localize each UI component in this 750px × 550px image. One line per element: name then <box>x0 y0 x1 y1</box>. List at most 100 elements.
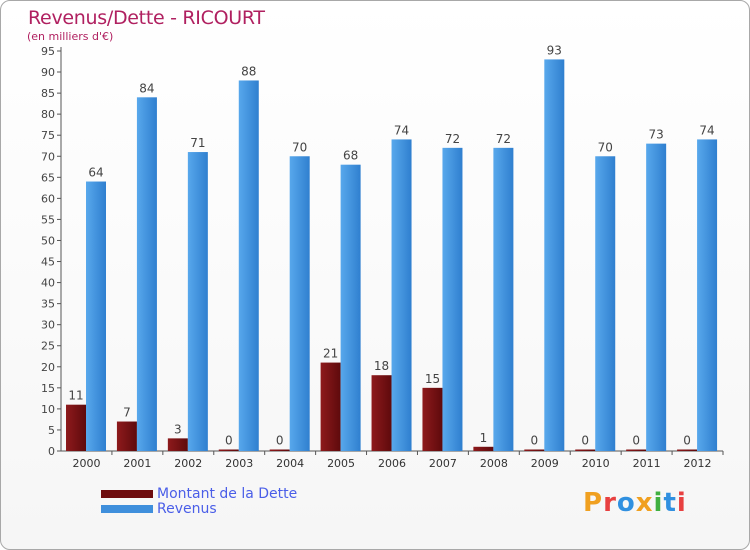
x-tick-label: 2005 <box>327 457 355 470</box>
x-tick-label: 2011 <box>633 457 661 470</box>
chart-title: Revenus/Dette - RICOURT <box>28 7 265 29</box>
x-tick-label: 2010 <box>582 457 610 470</box>
y-tick-label: 0 <box>48 445 55 458</box>
legend-label-revenus: Revenus <box>157 501 217 517</box>
debt-bar <box>66 404 86 451</box>
revenus-bar <box>646 143 667 451</box>
debt-bar <box>626 449 647 451</box>
revenus-bar <box>238 80 259 451</box>
logo-letter: x <box>635 488 654 518</box>
debt-bar <box>524 449 545 451</box>
data-label: 7 <box>123 406 131 420</box>
logo-letter: o <box>616 488 636 518</box>
logo-letter: i <box>653 488 664 518</box>
data-label: 0 <box>225 434 233 448</box>
y-tick-label: 60 <box>41 192 55 205</box>
revenus-bar <box>544 59 565 451</box>
y-tick-label: 80 <box>41 108 55 121</box>
logo-letter: i <box>676 488 687 518</box>
y-tick-label: 95 <box>41 45 55 58</box>
x-tick-label: 2007 <box>429 457 457 470</box>
data-label: 74 <box>699 123 714 137</box>
debt-bar <box>473 446 494 451</box>
data-label: 71 <box>190 136 205 150</box>
y-tick-label: 10 <box>41 403 55 416</box>
legend-swatch-revenus <box>101 505 153 513</box>
y-tick-label: 70 <box>41 150 55 163</box>
x-tick-label: 2000 <box>72 457 100 470</box>
revenus-bar <box>136 97 157 451</box>
y-tick-label: 25 <box>41 340 55 353</box>
y-tick-label: 5 <box>48 424 55 437</box>
revenus-bar <box>442 147 463 451</box>
data-label: 0 <box>581 434 589 448</box>
revenus-bar <box>86 181 106 452</box>
data-label: 18 <box>374 359 389 373</box>
data-label: 70 <box>598 140 613 154</box>
data-label: 0 <box>632 434 640 448</box>
data-label: 84 <box>139 81 154 95</box>
x-tick-label: 2006 <box>378 457 406 470</box>
x-tick-label: 2008 <box>480 457 508 470</box>
data-label: 68 <box>343 149 358 163</box>
debt-bar <box>575 449 596 451</box>
debt-bar <box>167 438 188 451</box>
debt-bar <box>422 387 443 451</box>
revenus-bar <box>289 156 310 451</box>
y-tick-label: 45 <box>41 256 55 269</box>
data-label: 0 <box>276 434 284 448</box>
y-tick-label: 75 <box>41 129 55 142</box>
y-tick-label: 85 <box>41 87 55 100</box>
data-label: 88 <box>241 64 256 78</box>
debt-bar <box>218 449 239 451</box>
y-tick-label: 40 <box>41 277 55 290</box>
chart-subtitle: (en milliers d'€) <box>27 30 114 43</box>
proxiti-logo: Proxiti <box>583 488 687 518</box>
debt-bar <box>116 421 137 451</box>
data-label: 72 <box>496 132 511 146</box>
logo-letter: r <box>603 488 617 518</box>
revenus-bar <box>697 139 718 451</box>
data-label: 0 <box>683 434 691 448</box>
x-tick-label: 2003 <box>225 457 253 470</box>
revenus-bar <box>595 156 616 451</box>
revenus-bar <box>187 152 208 452</box>
legend-swatch-debt <box>101 490 153 498</box>
x-tick-label: 2001 <box>123 457 151 470</box>
data-label: 93 <box>547 43 562 57</box>
data-label: 21 <box>323 347 338 361</box>
y-tick-label: 55 <box>41 213 55 226</box>
debt-bar <box>320 362 341 451</box>
debt-bar <box>269 449 290 451</box>
x-tick-label: 2002 <box>174 457 202 470</box>
data-label: 72 <box>445 132 460 146</box>
logo-letter: P <box>583 488 604 518</box>
data-label: 70 <box>292 140 307 154</box>
y-tick-label: 15 <box>41 382 55 395</box>
debt-bar <box>371 375 392 451</box>
revenus-bar <box>391 139 412 451</box>
data-label: 64 <box>88 166 103 180</box>
y-tick-label: 90 <box>41 66 55 79</box>
y-tick-label: 50 <box>41 234 55 247</box>
data-label: 0 <box>530 434 538 448</box>
data-label: 3 <box>174 422 182 436</box>
data-label: 11 <box>68 389 83 403</box>
debt-bar <box>677 449 698 451</box>
data-label: 15 <box>425 372 440 386</box>
revenus-bar <box>340 164 361 451</box>
y-tick-label: 65 <box>41 171 55 184</box>
y-tick-label: 30 <box>41 319 55 332</box>
data-label: 74 <box>394 123 409 137</box>
legend-label-debt: Montant de la Dette <box>157 486 298 502</box>
y-tick-label: 20 <box>41 361 55 374</box>
logo-letter: t <box>663 488 677 518</box>
x-tick-label: 2012 <box>684 457 712 470</box>
x-tick-label: 2004 <box>276 457 304 470</box>
revenus-bar <box>493 147 514 451</box>
y-tick-label: 35 <box>41 298 55 311</box>
data-label: 1 <box>480 431 488 445</box>
x-tick-label: 2009 <box>531 457 559 470</box>
